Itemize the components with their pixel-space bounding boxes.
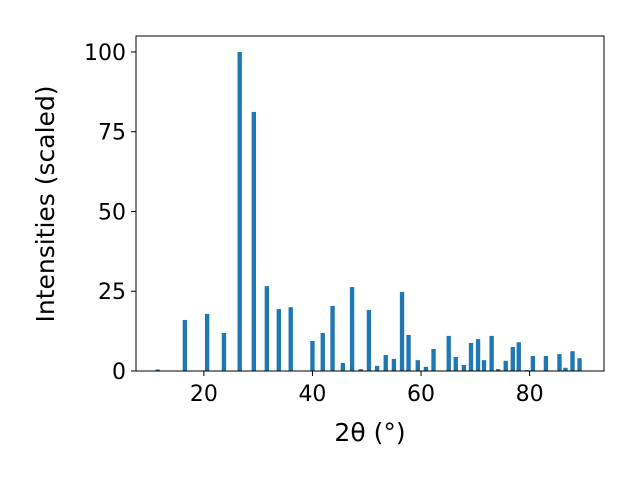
bar xyxy=(423,366,429,371)
bar xyxy=(415,360,420,371)
bar xyxy=(349,287,355,371)
x-tick-label: 40 xyxy=(298,382,326,407)
x-axis-label: 2θ (°) xyxy=(334,418,405,447)
bar xyxy=(503,360,508,371)
bar xyxy=(264,286,270,371)
bar xyxy=(510,347,515,371)
bar xyxy=(237,51,242,371)
bar xyxy=(453,356,458,371)
bar xyxy=(330,305,335,371)
bar xyxy=(530,356,536,371)
y-tick-label: 75 xyxy=(98,121,126,146)
bar xyxy=(481,360,487,371)
bar xyxy=(431,348,436,371)
bar xyxy=(320,333,325,371)
bar xyxy=(251,111,256,371)
bar xyxy=(570,351,575,371)
x-tick-label: 60 xyxy=(407,382,435,407)
bar xyxy=(366,310,372,371)
bar xyxy=(468,342,474,371)
y-tick-label: 100 xyxy=(84,41,126,66)
bar xyxy=(495,369,501,371)
bar xyxy=(446,335,451,371)
bar xyxy=(461,364,467,371)
y-tick-label: 25 xyxy=(98,280,126,305)
bar xyxy=(557,354,562,371)
y-tick-label: 50 xyxy=(98,200,126,225)
bar xyxy=(391,358,397,371)
bar xyxy=(516,342,521,371)
bar xyxy=(340,363,346,371)
bar xyxy=(288,307,293,371)
bar xyxy=(204,313,210,371)
bar xyxy=(543,356,549,371)
bar xyxy=(221,333,227,371)
plot-frame xyxy=(135,35,605,372)
bar xyxy=(577,358,582,371)
y-tick-label: 0 xyxy=(112,360,126,385)
bar xyxy=(276,309,281,371)
bar xyxy=(182,319,188,371)
bar xyxy=(489,335,494,371)
bar xyxy=(563,367,568,371)
bar xyxy=(406,334,411,371)
bar xyxy=(399,291,405,371)
y-axis-label: Intensities (scaled) xyxy=(31,85,60,322)
bar xyxy=(155,369,160,371)
bar xyxy=(358,369,363,371)
x-tick-label: 80 xyxy=(516,382,544,407)
bar xyxy=(374,365,380,371)
bar xyxy=(383,355,388,371)
x-tick-label: 20 xyxy=(190,382,218,407)
bar xyxy=(310,341,315,371)
bar xyxy=(475,339,481,371)
